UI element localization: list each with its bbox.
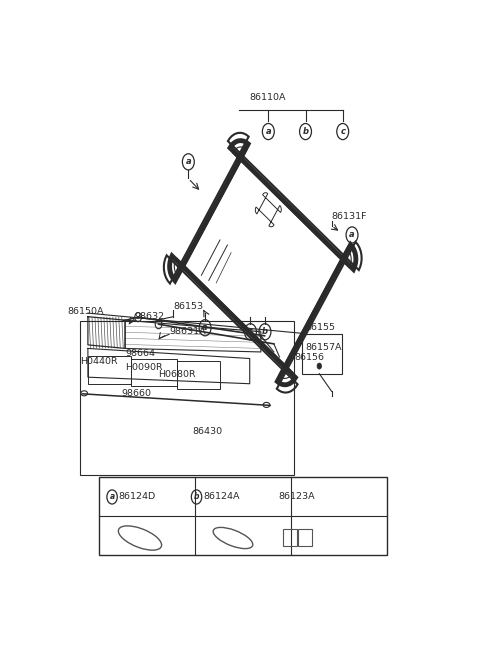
Text: 86430: 86430 [192, 427, 222, 436]
Text: a: a [186, 157, 191, 166]
Text: b: b [262, 328, 268, 336]
Text: 86155: 86155 [305, 323, 336, 331]
Text: 86153: 86153 [173, 302, 204, 311]
Text: 86131F: 86131F [332, 212, 367, 221]
Text: b: b [302, 127, 309, 136]
Text: 86110A: 86110A [250, 93, 286, 102]
Circle shape [317, 363, 322, 369]
Text: b: b [194, 493, 199, 502]
Text: a: a [202, 324, 208, 332]
Text: 86156: 86156 [294, 352, 324, 362]
Text: 86157A: 86157A [305, 343, 342, 352]
Text: c: c [248, 328, 253, 336]
Text: 86124A: 86124A [203, 493, 240, 502]
Text: 98660: 98660 [121, 389, 151, 398]
Text: a: a [109, 493, 115, 502]
Text: H0680R: H0680R [158, 370, 196, 379]
Text: H0090R: H0090R [125, 363, 163, 372]
Text: 86150A: 86150A [67, 307, 104, 316]
Text: 86123A: 86123A [278, 493, 314, 502]
Text: 98632: 98632 [134, 312, 165, 321]
Text: H0440R: H0440R [81, 356, 118, 365]
Text: 98631A: 98631A [170, 327, 206, 336]
Text: a: a [349, 231, 355, 240]
Text: 98664: 98664 [125, 349, 155, 358]
Text: a: a [265, 127, 271, 136]
Text: 86124D: 86124D [119, 493, 156, 502]
Text: c: c [340, 127, 345, 136]
